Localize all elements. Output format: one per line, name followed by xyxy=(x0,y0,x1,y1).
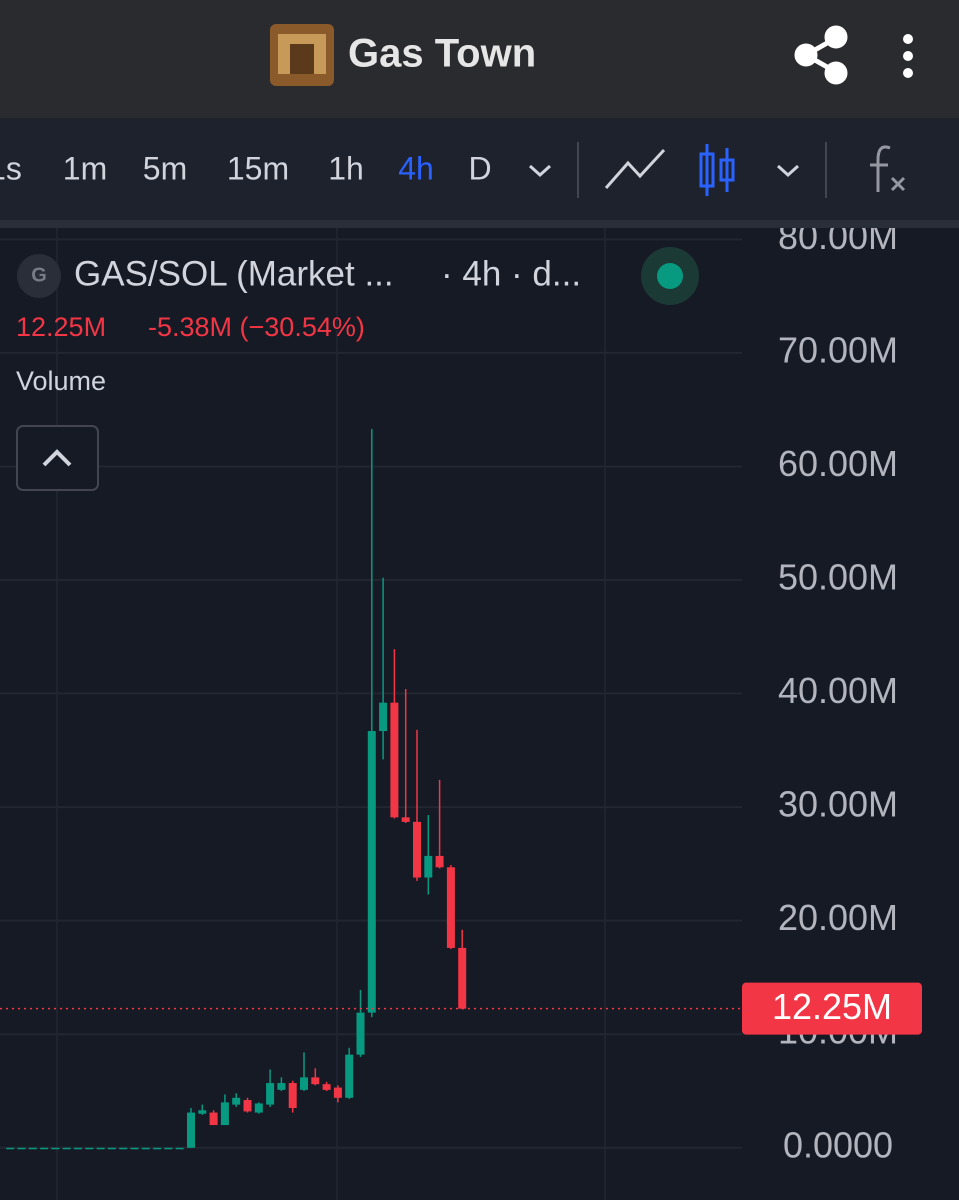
candle-body xyxy=(85,1147,94,1150)
candle-body xyxy=(119,1147,128,1150)
candle-body xyxy=(107,1147,116,1150)
interval-button[interactable]: 1h xyxy=(328,150,364,186)
y-tick-label: 50.00M xyxy=(778,557,898,598)
volume-label: Volume xyxy=(16,366,106,396)
candle-body xyxy=(446,867,455,948)
indicators-icon[interactable] xyxy=(870,145,906,192)
candle-body xyxy=(153,1147,162,1150)
candle-body xyxy=(356,1012,365,1055)
candle-body xyxy=(458,947,467,1009)
candle-body xyxy=(288,1083,297,1109)
symbol-details: · 4h · d... xyxy=(441,254,581,293)
candle-body xyxy=(232,1097,241,1105)
y-tick-label: 60.00M xyxy=(778,443,898,484)
candle-body xyxy=(175,1147,184,1150)
interval-button[interactable]: D xyxy=(468,150,491,186)
candle-body xyxy=(277,1083,286,1090)
interval-button[interactable]: 4h xyxy=(398,150,434,186)
menu-button[interactable] xyxy=(903,34,913,78)
app-title: Gas Town xyxy=(348,32,536,76)
symbol-icon-letter: G xyxy=(31,264,47,286)
interval-button[interactable]: 15m xyxy=(227,150,289,186)
candle-body xyxy=(74,1147,82,1150)
last-value: 12.25M xyxy=(16,312,106,342)
candle-chart-icon[interactable] xyxy=(699,144,735,196)
candle-body xyxy=(198,1110,207,1114)
toolbar-divider xyxy=(0,220,959,228)
token-icon xyxy=(270,24,334,86)
interval-button[interactable]: 1s xyxy=(0,150,22,186)
candle-body xyxy=(300,1077,308,1090)
candle-body xyxy=(164,1147,173,1150)
symbol-name: GAS/SOL (Market ... xyxy=(74,254,394,293)
y-tick-label: 70.00M xyxy=(778,329,898,370)
candle-body xyxy=(40,1147,49,1150)
candle-body xyxy=(62,1147,71,1150)
y-tick-label: 20.00M xyxy=(778,897,898,938)
share-button[interactable] xyxy=(794,25,848,85)
candle-body xyxy=(220,1102,229,1126)
interval-list: 1s 1m 5m 15m 1h 4h D xyxy=(0,150,492,186)
candle-body xyxy=(96,1147,105,1150)
candle-body xyxy=(367,731,376,1013)
collapse-button[interactable] xyxy=(16,425,99,491)
y-tick-label: 40.00M xyxy=(778,670,898,711)
interval-dropdown[interactable] xyxy=(528,164,552,178)
change-value: -5.38M (−30.54%) xyxy=(148,312,365,342)
candle-body xyxy=(424,855,433,878)
y-tick-label: 30.00M xyxy=(778,784,898,825)
candle-body xyxy=(333,1087,342,1098)
candle-body xyxy=(28,1147,37,1150)
candle-body xyxy=(322,1084,331,1090)
candle-body xyxy=(413,821,421,878)
candle-body xyxy=(311,1077,320,1085)
symbol-icon xyxy=(17,254,61,298)
candle-body xyxy=(243,1100,252,1112)
candle-body xyxy=(390,702,399,818)
candle-body xyxy=(209,1112,218,1126)
candle-body xyxy=(17,1147,26,1150)
candle-body xyxy=(254,1103,263,1113)
last-price-label: 12.25M xyxy=(772,986,892,1027)
candle-body xyxy=(266,1083,275,1105)
chart-type-dropdown[interactable] xyxy=(776,164,800,178)
toolbar xyxy=(0,118,959,220)
candle-body xyxy=(435,855,444,868)
candle-body xyxy=(345,1054,354,1098)
candle-body xyxy=(6,1147,15,1150)
market-status-dot xyxy=(657,263,683,289)
interval-button[interactable]: 1m xyxy=(63,150,107,186)
candle-body xyxy=(187,1112,195,1148)
candle-body xyxy=(130,1147,139,1150)
y-tick-label: 0.0000 xyxy=(783,1124,893,1165)
candle-body xyxy=(51,1147,60,1150)
interval-button[interactable]: 5m xyxy=(143,150,187,186)
candle-body xyxy=(141,1147,150,1150)
candle-body xyxy=(379,702,388,732)
line-chart-icon[interactable] xyxy=(604,148,666,189)
last-price-tag xyxy=(742,982,922,1035)
candle-body xyxy=(401,817,410,822)
